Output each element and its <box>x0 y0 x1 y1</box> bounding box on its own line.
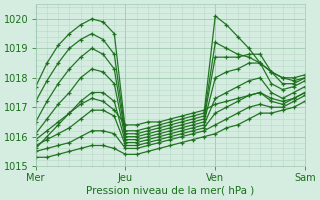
X-axis label: Pression niveau de la mer( hPa ): Pression niveau de la mer( hPa ) <box>86 186 254 196</box>
